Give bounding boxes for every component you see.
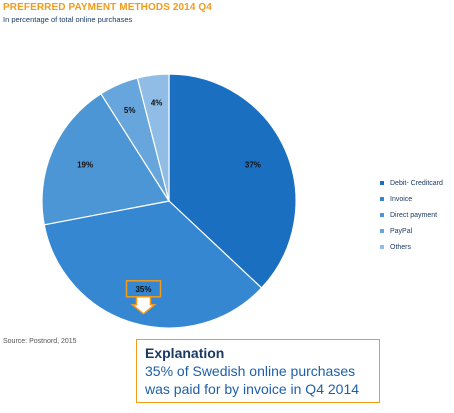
legend: Debit- Creditcard Invoice Direct payment Pa… bbox=[380, 175, 443, 255]
pie-slice-invoice bbox=[43, 200, 263, 329]
chart-title: PREFERRED PAYMENT METHODS 2014 Q4 bbox=[3, 2, 212, 13]
legend-item-paypal: PayPal bbox=[380, 223, 443, 239]
legend-item-invoice: Invoice bbox=[380, 191, 443, 207]
explanation-line-1: 35% of Swedish online purchases bbox=[145, 363, 356, 379]
legend-label: Invoice bbox=[390, 195, 413, 203]
slice-label-debit-creditcard: 37% bbox=[245, 161, 261, 170]
pie-slice-others bbox=[136, 73, 170, 202]
pie-slice-debit-creditcard bbox=[168, 73, 297, 289]
legend-label: Direct payment bbox=[390, 211, 438, 219]
explanation-line-2: was paid for by invoice in Q4 2014 bbox=[145, 381, 360, 397]
legend-item-direct-payment: Direct payment bbox=[380, 207, 443, 223]
legend-item-debit-creditcard: Debit- Creditcard bbox=[380, 175, 443, 191]
explanation-title: Explanation bbox=[145, 345, 225, 361]
pie-slice-direct-payment bbox=[41, 92, 170, 226]
slice-label-invoice: 35% bbox=[135, 285, 151, 294]
highlight-arrow bbox=[130, 296, 157, 315]
legend-swatch bbox=[380, 245, 384, 249]
legend-swatch bbox=[380, 213, 384, 217]
legend-swatch bbox=[380, 181, 384, 185]
slice-label-paypal: 5% bbox=[124, 106, 136, 115]
explanation-box: Explanation 35% of Swedish online purcha… bbox=[136, 339, 380, 403]
legend-swatch bbox=[380, 197, 384, 201]
legend-label: Debit- Creditcard bbox=[390, 179, 443, 187]
chart-subtitle: In percentage of total online purchases bbox=[3, 15, 133, 24]
legend-label: PayPal bbox=[390, 227, 413, 235]
legend-item-others: Others bbox=[380, 239, 443, 255]
slice-label-others: 4% bbox=[151, 99, 163, 108]
source-note: Source: Postnord, 2015 bbox=[3, 338, 77, 345]
legend-label: Others bbox=[390, 243, 412, 251]
slice-label-direct-payment: 19% bbox=[77, 161, 93, 170]
legend-swatch bbox=[380, 229, 384, 233]
